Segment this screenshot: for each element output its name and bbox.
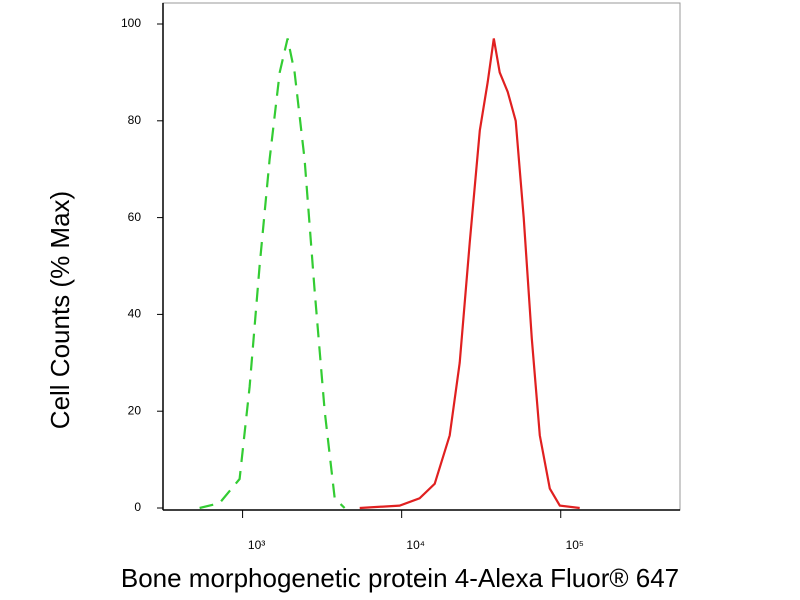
series-line <box>199 38 346 510</box>
y-tick-label: 80 <box>128 113 142 127</box>
x-tick-label: 10³ <box>248 538 265 552</box>
y-tick-label: 60 <box>128 210 142 224</box>
y-tick-label: 0 <box>134 500 141 514</box>
y-axis-title: Cell Counts (% Max) <box>45 191 75 429</box>
x-axis-title: Bone morphogenetic protein 4-Alexa Fluor… <box>121 563 679 593</box>
y-tick-label: 20 <box>128 403 142 417</box>
x-tick-label: 10⁵ <box>566 538 584 552</box>
series-line <box>359 38 580 510</box>
plot-frame <box>162 2 681 511</box>
x-tick-label: 10⁴ <box>406 538 425 552</box>
y-tick-label: 40 <box>128 307 142 321</box>
y-tick-label: 100 <box>121 16 141 30</box>
